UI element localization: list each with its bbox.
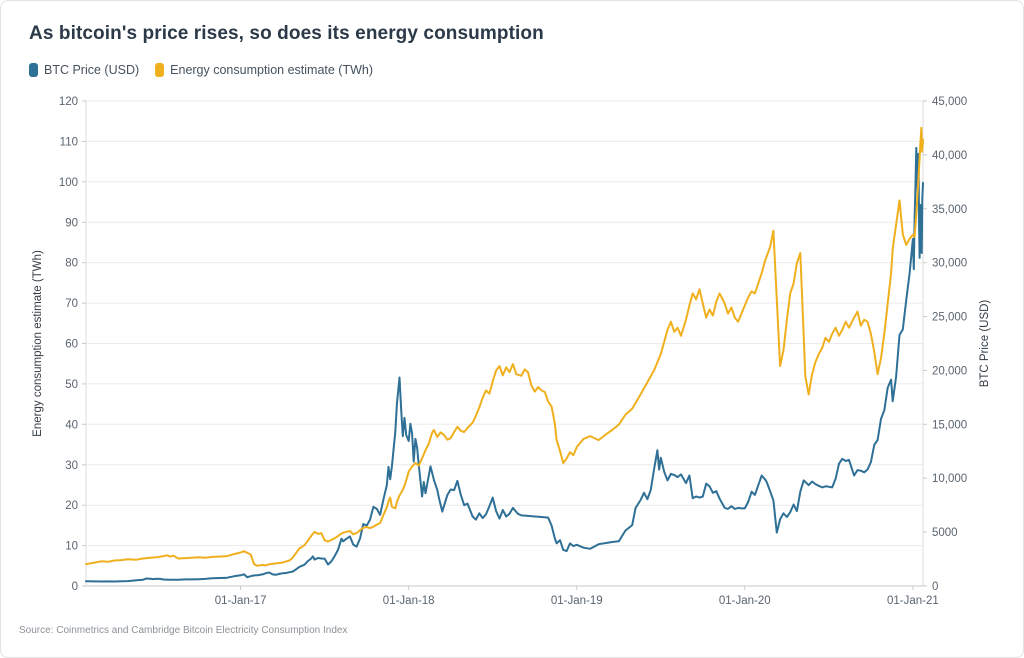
svg-text:100: 100	[59, 177, 78, 189]
legend-item-btc-price: BTC Price (USD)	[29, 63, 139, 77]
svg-text:45,000: 45,000	[932, 96, 967, 108]
svg-text:40,000: 40,000	[932, 150, 967, 162]
svg-text:10: 10	[65, 541, 78, 553]
svg-text:0: 0	[932, 581, 938, 593]
svg-text:80: 80	[65, 258, 78, 270]
btc-price-line[interactable]	[85, 146, 924, 583]
legend: BTC Price (USD) Energy consumption estim…	[29, 63, 373, 77]
svg-text:25,000: 25,000	[932, 312, 967, 324]
page-title: As bitcoin's price rises, so does its en…	[29, 23, 544, 44]
legend-label-energy: Energy consumption estimate (TWh)	[170, 63, 374, 77]
svg-text:01-Jan-19: 01-Jan-19	[551, 595, 603, 607]
svg-text:01-Jan-21: 01-Jan-21	[887, 595, 939, 607]
svg-text:5000: 5000	[932, 527, 958, 539]
svg-text:60: 60	[65, 339, 78, 351]
svg-text:70: 70	[65, 298, 78, 310]
btc-price-swatch-icon	[29, 63, 38, 77]
legend-item-energy: Energy consumption estimate (TWh)	[155, 63, 373, 77]
svg-text:30,000: 30,000	[932, 258, 967, 270]
svg-text:0: 0	[72, 581, 78, 593]
legend-label-btc-price: BTC Price (USD)	[44, 63, 140, 77]
svg-text:50: 50	[65, 379, 78, 391]
svg-text:01-Jan-17: 01-Jan-17	[215, 595, 267, 607]
energy-consumption-line[interactable]	[85, 126, 924, 567]
left-axis-title: Energy consumption estimate (TWh)	[32, 250, 44, 437]
svg-text:40: 40	[65, 419, 78, 431]
svg-text:20: 20	[65, 500, 78, 512]
svg-text:90: 90	[65, 217, 78, 229]
svg-text:120: 120	[59, 96, 78, 108]
svg-text:35,000: 35,000	[932, 204, 967, 216]
svg-text:01-Jan-20: 01-Jan-20	[719, 595, 771, 607]
svg-text:110: 110	[60, 136, 78, 148]
svg-text:01-Jan-18: 01-Jan-18	[383, 595, 435, 607]
energy-swatch-icon	[155, 63, 165, 77]
svg-text:20,000: 20,000	[932, 365, 967, 377]
source-note: Source: Coinmetrics and Cambridge Bitcoi…	[19, 625, 348, 636]
svg-text:10,000: 10,000	[932, 473, 967, 485]
svg-text:15,000: 15,000	[932, 419, 967, 431]
right-axis-title: BTC Price (USD)	[979, 300, 991, 388]
svg-text:30: 30	[65, 460, 78, 472]
